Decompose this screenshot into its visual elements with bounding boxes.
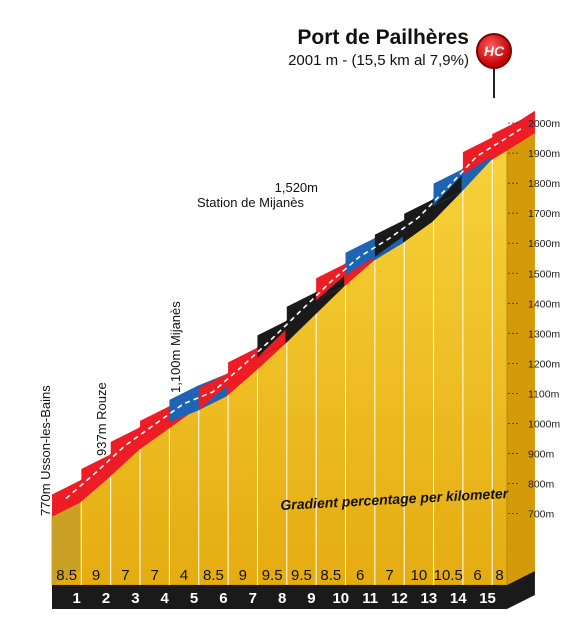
km-label-4: 4	[161, 590, 170, 607]
axis-label-900: 900m	[528, 448, 555, 460]
km-label-3: 3	[131, 590, 139, 607]
annotation-station-altitude: 1,520m	[274, 180, 318, 195]
gradient-label-6: 8.5	[203, 567, 224, 584]
km-label-9: 9	[307, 590, 315, 607]
km-label-14: 14	[450, 590, 467, 607]
gradient-label-1: 8.5	[56, 567, 77, 584]
profile-start-block	[52, 502, 80, 585]
annotation-station-name: Station de Mijanès	[197, 195, 304, 210]
km-label-12: 12	[391, 590, 408, 607]
km-label-10: 10	[332, 590, 349, 607]
gradient-label-3: 7	[121, 567, 129, 584]
km-label-5: 5	[190, 590, 198, 607]
gradient-label-2: 9	[92, 567, 100, 584]
km-label-8: 8	[278, 590, 286, 607]
axis-label-1900: 1900m	[528, 148, 560, 160]
axis-label-1400: 1400m	[528, 298, 560, 310]
profile-ribbon	[51, 110, 536, 517]
axis-label-700: 700m	[528, 509, 555, 521]
annotation-start: 770m Usson-les-Bains	[38, 385, 53, 516]
axis-label-1300: 1300m	[528, 328, 560, 340]
profile-front-face: 8.5 9 7 7 4 8.5 9 9.5 9.5 8.5 6 7 10 10.5 6 8	[51, 132, 535, 586]
gradient-label-16: 8	[495, 567, 503, 584]
axis-label-1800: 1800m	[528, 178, 560, 190]
gradient-label-13: 10	[411, 567, 428, 584]
gradient-label-11: 6	[356, 567, 364, 584]
axis-label-1500: 1500m	[528, 268, 560, 280]
km-label-2: 2	[102, 590, 110, 607]
km-label-6: 6	[219, 590, 227, 607]
altitude-axis: 700m 800m 900m 1000m 1100m 1200m 1300m 1400m 150…	[508, 118, 560, 521]
axis-label-1700: 1700m	[528, 208, 560, 220]
axis-label-2000: 2000m	[528, 118, 560, 130]
climb-subtitle: 2001 m - (15,5 km al 7,9%)	[288, 52, 469, 69]
profile-side-face	[506, 132, 535, 585]
gradient-label-4: 7	[151, 567, 159, 584]
km-label-15: 15	[479, 590, 496, 607]
gradient-label-12: 7	[385, 567, 393, 584]
badge-stem	[493, 68, 495, 98]
distance-base-bar: 1 2 3 4 5 6 7 8 9 10 11 12 13 14 15	[52, 571, 535, 609]
gradient-label-5: 4	[180, 567, 188, 584]
gradient-label-9: 9.5	[291, 567, 312, 584]
axis-label-800: 800m	[528, 478, 555, 490]
annotation-mijanes: 1,100m Mijanès	[168, 301, 183, 393]
gradient-label-8: 9.5	[262, 567, 283, 584]
gradient-label-10: 8.5	[320, 567, 341, 584]
gradient-label-14: 10.5	[434, 567, 463, 584]
axis-label-1000: 1000m	[528, 418, 560, 430]
hc-category-badge: HC	[476, 33, 512, 69]
ribbon-band-16	[492, 110, 535, 157]
km-label-13: 13	[421, 590, 438, 607]
km-label-11: 11	[362, 590, 378, 607]
km-label-7: 7	[249, 590, 257, 607]
axis-label-1100: 1100m	[528, 388, 560, 400]
km-label-1: 1	[73, 590, 81, 607]
axis-label-1200: 1200m	[528, 358, 560, 370]
axis-label-1600: 1600m	[528, 238, 560, 250]
ribbon-centerline	[65, 128, 522, 500]
climb-title: Port de Pailhères	[297, 26, 469, 49]
annotation-rouze: 937m Rouze	[94, 382, 109, 456]
gradient-label-7: 9	[239, 567, 247, 584]
gradient-label-15: 6	[473, 567, 481, 584]
base-bar	[52, 571, 535, 609]
